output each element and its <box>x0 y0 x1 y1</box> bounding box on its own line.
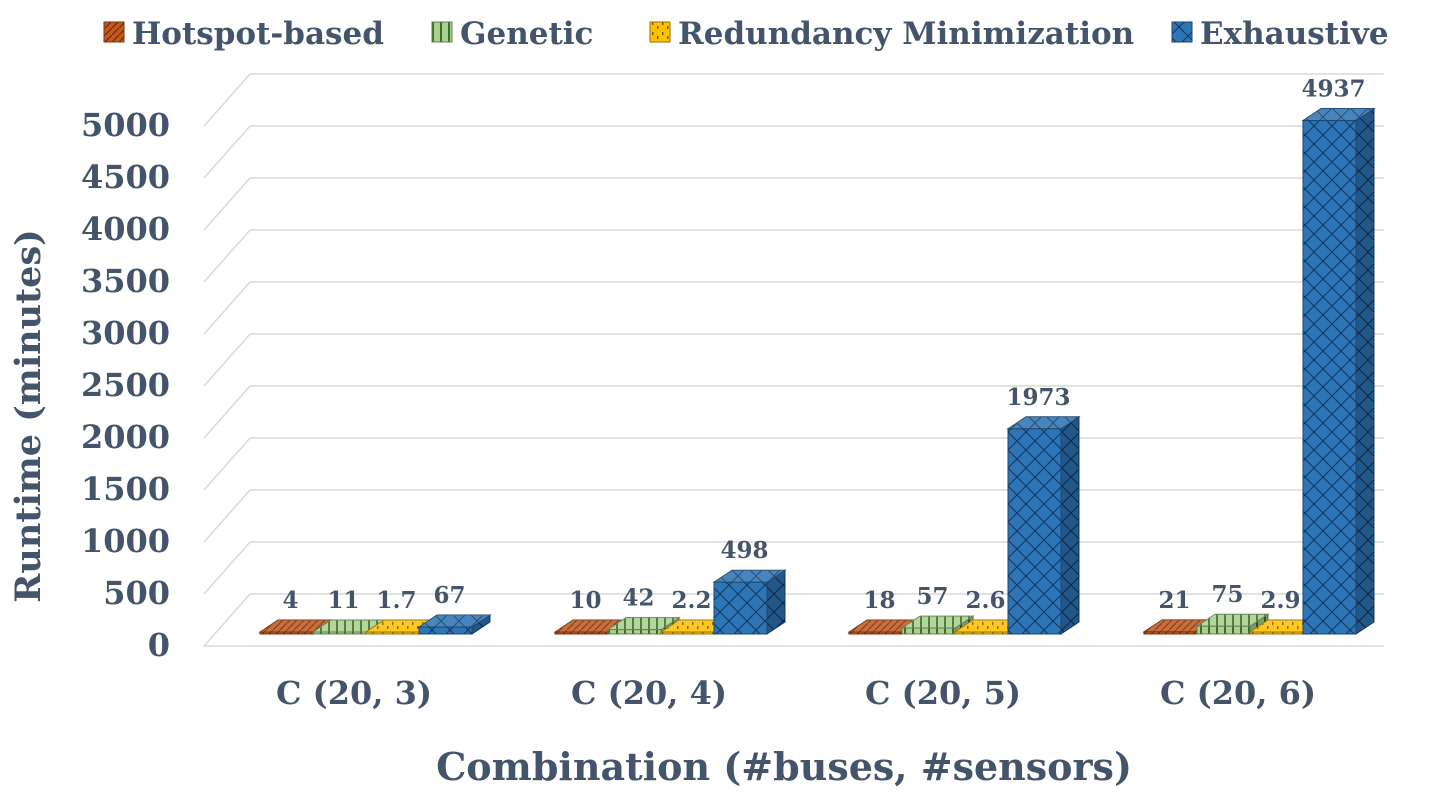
data-label: 2.6 <box>965 587 1005 614</box>
data-label: 18 <box>863 587 895 614</box>
legend-swatch <box>103 21 125 43</box>
gridline-diagonal <box>203 125 251 179</box>
data-label: 498 <box>720 537 768 564</box>
data-label: 10 <box>569 587 601 614</box>
y-tick-label: 1500 <box>81 470 170 508</box>
gridlines <box>203 73 1384 647</box>
bar-exhaustive-1 <box>417 614 492 635</box>
gridline-diagonal <box>203 177 251 231</box>
bar-exhaustive-4 <box>1301 107 1376 635</box>
gridline-diagonal <box>203 73 251 127</box>
data-label: 4937 <box>1301 76 1365 103</box>
legend-swatch <box>1171 21 1193 43</box>
y-axis-title: Runtime (minutes) <box>8 229 49 602</box>
x-tick-label: C (20, 3) <box>276 674 432 712</box>
x-tick-label: C (20, 6) <box>1160 674 1316 712</box>
data-labels: 4 11 1.7 67 10 42 2.2 498 18 57 2.6 1973 21 75 2.9 4937 <box>282 76 1365 614</box>
data-label: 2.2 <box>671 587 711 614</box>
y-tick-label: 1000 <box>81 522 170 560</box>
legend-swatch <box>649 21 671 43</box>
gridline-diagonal <box>203 489 251 543</box>
legend-label: Genetic <box>460 16 593 52</box>
legend-item-exhaustive: Exhaustive <box>1171 16 1389 52</box>
y-tick-label: 0 <box>148 626 170 664</box>
gridline-diagonal <box>203 437 251 491</box>
data-label: 67 <box>433 582 465 609</box>
legend-item-hotspot-based: Hotspot-based <box>103 16 384 52</box>
gridline-diagonal <box>203 333 251 387</box>
data-label: 42 <box>622 585 654 612</box>
legend-swatch <box>431 21 453 43</box>
data-label: 57 <box>916 583 948 610</box>
data-label: 21 <box>1158 587 1190 614</box>
gridline-diagonal <box>203 385 251 439</box>
bar-genetic-4 <box>1195 613 1270 635</box>
y-tick-label: 5000 <box>81 106 170 144</box>
gridline-diagonal <box>203 229 251 283</box>
legend-label: Exhaustive <box>1200 16 1389 52</box>
bars <box>258 107 1376 635</box>
data-label: 1973 <box>1006 384 1070 411</box>
gridline-diagonal <box>203 281 251 335</box>
data-label: 75 <box>1211 581 1243 608</box>
data-label: 4 <box>282 587 298 614</box>
gridline-diagonal <box>203 593 251 647</box>
y-tick-label: 2500 <box>81 366 170 404</box>
y-axis-ticks: 0 500 1000 1500 2000 2500 3000 3500 4000 4500 5000 <box>81 106 170 664</box>
y-tick-label: 3000 <box>81 314 170 352</box>
legend-item-redundancy-minimization: Redundancy Minimization <box>649 16 1134 52</box>
bar-exhaustive-3 <box>1006 415 1081 635</box>
y-tick-label: 3500 <box>81 262 170 300</box>
x-axis-title: Combination (#buses, #sensors) <box>436 744 1132 789</box>
gridline-diagonal <box>203 541 251 595</box>
y-tick-label: 4000 <box>81 210 170 248</box>
y-tick-label: 2000 <box>81 418 170 456</box>
bar-exhaustive-2 <box>712 569 787 635</box>
legend: Hotspot-based Genetic Redundancy Minimizat… <box>103 16 1389 52</box>
legend-label: Redundancy Minimization <box>678 16 1134 52</box>
x-axis-ticks: C (20, 3) C (20, 4) C (20, 5) C (20, 6) <box>276 674 1316 712</box>
x-tick-label: C (20, 5) <box>865 674 1021 712</box>
data-label: 2.9 <box>1260 587 1300 614</box>
legend-label: Hotspot-based <box>132 16 384 52</box>
y-tick-label: 4500 <box>81 158 170 196</box>
data-label: 11 <box>327 587 359 614</box>
legend-item-genetic: Genetic <box>431 16 593 52</box>
x-tick-label: C (20, 4) <box>571 674 727 712</box>
y-tick-label: 500 <box>103 574 170 612</box>
data-label: 1.7 <box>376 587 416 614</box>
